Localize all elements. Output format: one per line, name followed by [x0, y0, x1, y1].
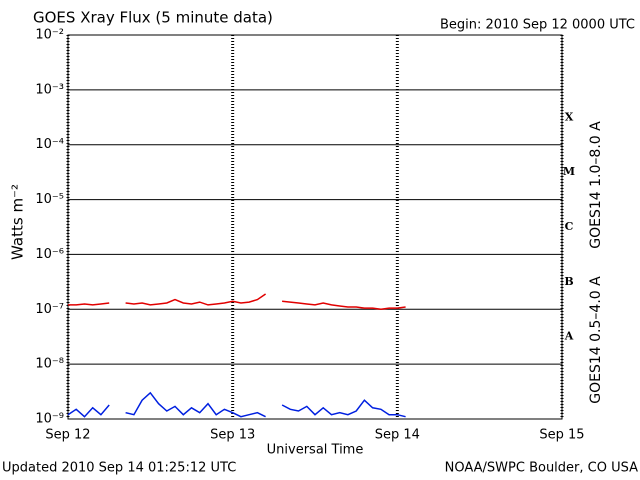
flare-class-label: B	[564, 275, 573, 288]
y-tick-label: 10⁻⁵	[35, 192, 64, 207]
x-axis-label: Universal Time	[267, 443, 364, 458]
y-tick-label: 10⁻⁸	[35, 357, 64, 372]
y-axis-label: Watts m⁻²	[9, 184, 27, 260]
x-tick-label: Sep 12	[45, 428, 90, 443]
flare-class-label: M	[563, 165, 575, 178]
legend-entry: GOES14 1.0–8.0 A	[588, 121, 604, 249]
legend-entry: GOES14 0.5–4.0 A	[588, 276, 604, 404]
y-tick-label: 10⁻⁶	[35, 247, 64, 262]
flare-class-label: A	[564, 330, 574, 343]
flare-class-label: C	[565, 220, 574, 233]
flare-class-label: X	[565, 110, 574, 123]
footer-right: NOAA/SWPC Boulder, CO USA	[445, 461, 638, 476]
chart-title: GOES Xray Flux (5 minute data)	[33, 9, 273, 27]
footer-left: Updated 2010 Sep 14 01:25:12 UTC	[2, 461, 236, 476]
y-tick-label: 10⁻⁷	[35, 302, 64, 317]
data-line	[67, 391, 406, 418]
plot-frame	[67, 34, 563, 420]
y-tick-label: 10⁻³	[35, 82, 64, 97]
chart-subtitle: Begin: 2010 Sep 12 0000 UTC	[440, 18, 635, 33]
x-tick-label: Sep 15	[539, 428, 584, 443]
y-tick-label: 10⁻²	[35, 28, 64, 43]
data-line	[68, 293, 406, 311]
y-tick-label: 10⁻⁴	[35, 137, 64, 152]
x-tick-label: Sep 13	[210, 428, 255, 443]
y-tick-label: 10⁻⁹	[35, 412, 64, 427]
x-tick-label: Sep 14	[375, 428, 420, 443]
